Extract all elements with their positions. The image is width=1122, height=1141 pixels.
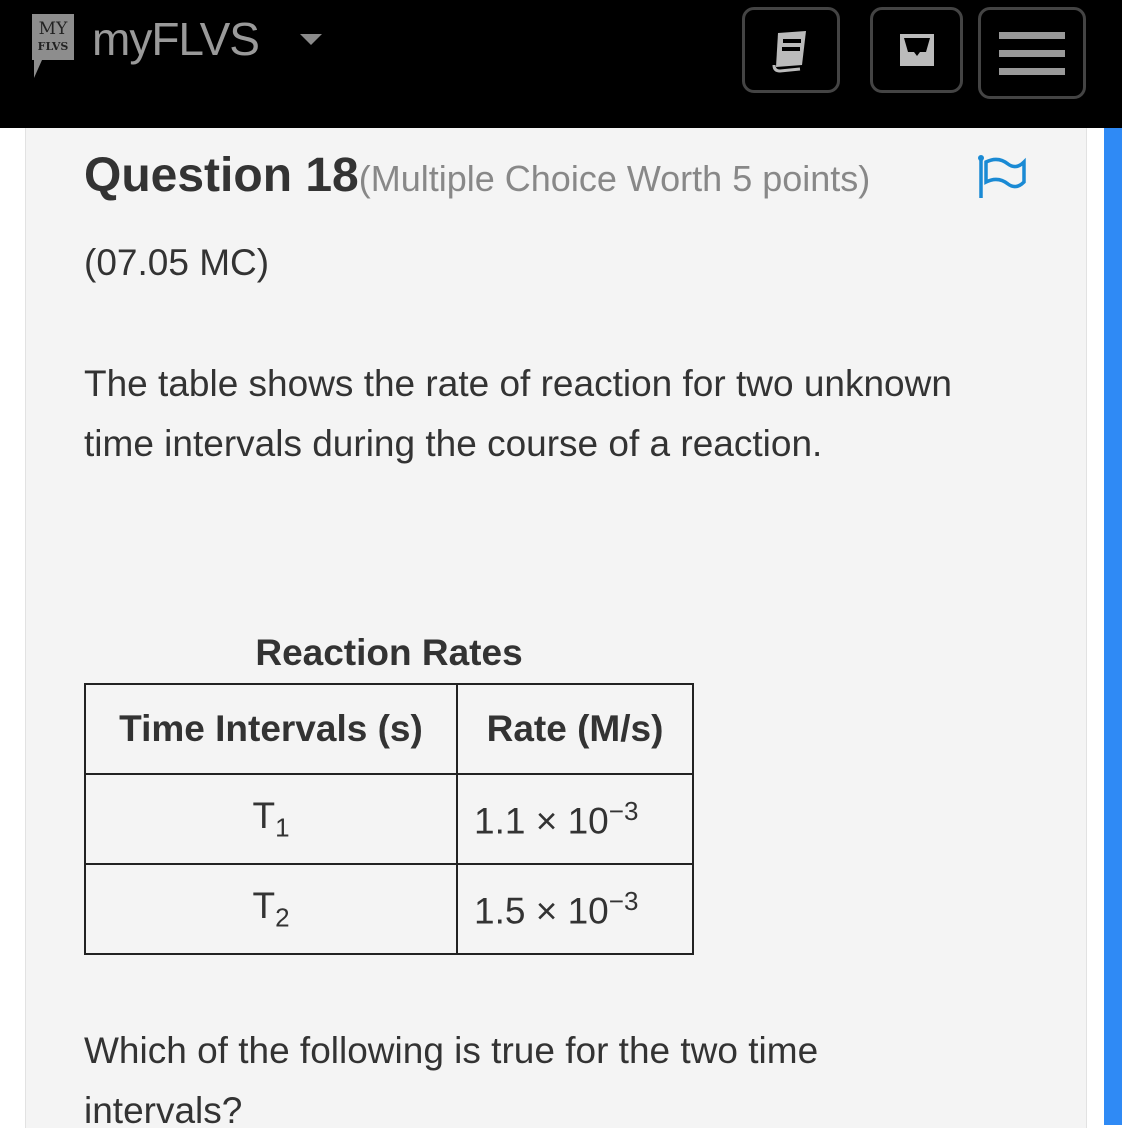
time-interval-cell: T2 (84, 863, 458, 955)
rate-cell: 1.5 × 10−3 (456, 863, 694, 955)
svg-text:MY: MY (39, 19, 68, 39)
time-interval-cell: T1 (84, 773, 458, 865)
question-title: Question 18 (84, 149, 359, 202)
table-row: T1 1.1 × 10−3 (84, 773, 694, 865)
rate-cell: 1.1 × 10−3 (456, 773, 694, 865)
column-header: Rate (M/s) (456, 683, 694, 775)
scrollbar[interactable] (1104, 128, 1122, 1125)
book-icon (772, 31, 806, 73)
column-header: Time Intervals (s) (84, 683, 458, 775)
chevron-down-icon[interactable] (300, 34, 322, 45)
menu-button[interactable] (978, 7, 1086, 99)
table-header-row: Time Intervals (s) Rate (M/s) (84, 683, 694, 775)
table-row: T2 1.5 × 10−3 (84, 863, 694, 955)
inbox-icon (899, 34, 934, 66)
question-code: (07.05 MC) (84, 242, 270, 283)
flag-icon[interactable] (976, 152, 1028, 200)
book-button[interactable] (742, 7, 840, 93)
reaction-rates-table: Time Intervals (s) Rate (M/s) T1 1.1 × 1… (84, 683, 694, 955)
top-nav-bar: MY FLVS myFLVS (0, 0, 1122, 128)
question-intro: The table shows the rate of reaction for… (84, 363, 952, 464)
svg-text:FLVS: FLVS (38, 40, 69, 53)
question-heading: Question 18(Multiple Choice Worth 5 poin… (84, 148, 870, 203)
question-panel (25, 128, 1087, 1128)
myflvs-logo[interactable]: MY FLVS (28, 10, 78, 80)
table-caption: Reaction Rates (255, 632, 523, 673)
inbox-button[interactable] (870, 7, 963, 93)
menu-icon (999, 32, 1065, 75)
question-prompt: Which of the following is true for the t… (84, 1030, 819, 1131)
brand-menu[interactable]: myFLVS (92, 13, 260, 65)
question-meta: (Multiple Choice Worth 5 points) (358, 158, 871, 199)
